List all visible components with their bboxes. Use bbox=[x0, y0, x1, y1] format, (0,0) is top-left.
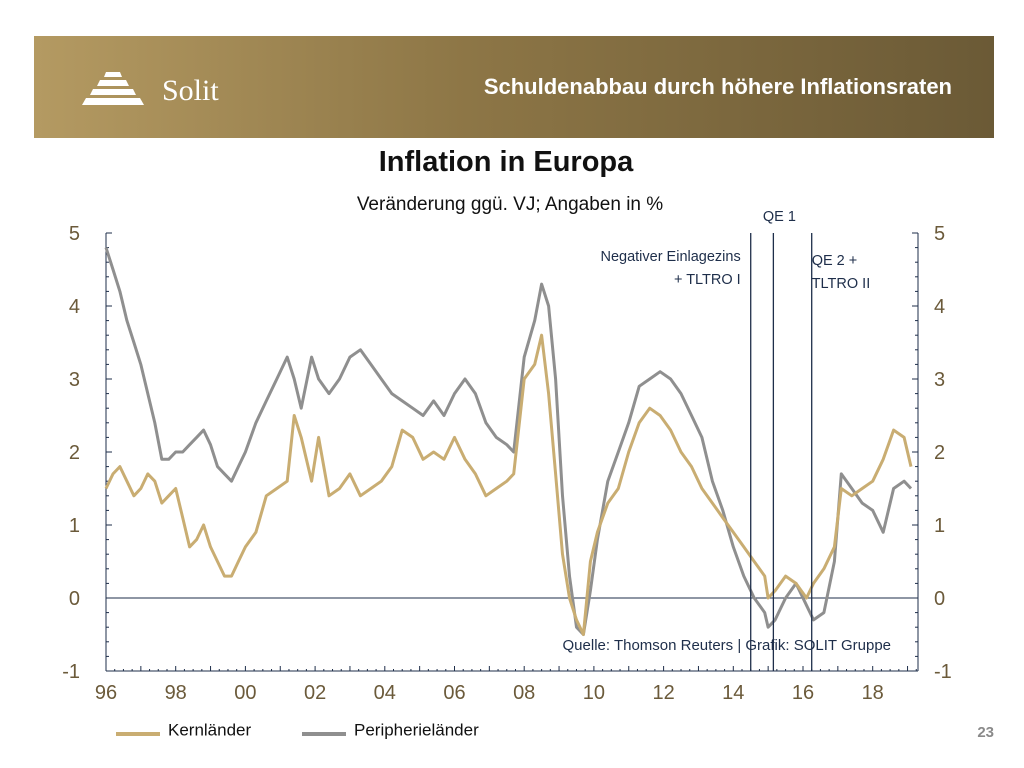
y-tick-label-right: 3 bbox=[934, 369, 945, 391]
y-tick-label-right: 0 bbox=[934, 588, 945, 610]
y-tick-label-right: 5 bbox=[934, 223, 945, 245]
series-line-peripherielaender bbox=[104, 247, 913, 636]
pyramid-logo-icon bbox=[82, 72, 144, 105]
y-tick-label-left: 3 bbox=[69, 369, 80, 391]
legend-label-kernlaender: Kernländer bbox=[168, 721, 252, 740]
event-label: QE 1 bbox=[763, 209, 796, 225]
source-note: Quelle: Thomson Reuters | Grafik: SOLIT … bbox=[563, 637, 891, 654]
y-tick-label-left: 1 bbox=[69, 515, 80, 537]
event-label: + TLTRO I bbox=[674, 272, 741, 288]
x-tick-label: 02 bbox=[304, 682, 326, 704]
y-tick-label-left: 4 bbox=[69, 296, 80, 318]
x-tick-label: 96 bbox=[95, 682, 117, 704]
y-tick-label-left: 0 bbox=[69, 588, 80, 610]
event-label: QE 2 + bbox=[812, 253, 858, 269]
y-tick-label-left: 5 bbox=[69, 223, 80, 245]
event-label: TLTRO II bbox=[812, 276, 871, 292]
banner-title: Schuldenabbau durch höhere Inflationsrat… bbox=[483, 74, 952, 99]
x-tick-label: 08 bbox=[513, 682, 535, 704]
x-tick-label: 18 bbox=[862, 682, 884, 704]
y-tick-label-right: 2 bbox=[934, 442, 945, 464]
series-line-kernlaender bbox=[104, 333, 913, 636]
chart-subtitle: Veränderung ggü. VJ; Angaben in % bbox=[356, 194, 664, 215]
x-tick-label: 00 bbox=[234, 682, 256, 704]
y-tick-label-left: -1 bbox=[62, 661, 80, 683]
y-tick-label-right: 4 bbox=[934, 296, 945, 318]
header-banner: Solit Schuldenabbau durch höhere Inflati… bbox=[34, 36, 994, 138]
x-tick-label: 98 bbox=[165, 682, 187, 704]
y-tick-label-right: 1 bbox=[934, 515, 945, 537]
y-tick-label-right: -1 bbox=[934, 661, 952, 683]
x-tick-label: 12 bbox=[652, 682, 674, 704]
x-tick-label: 10 bbox=[583, 682, 605, 704]
x-tick-label: 06 bbox=[443, 682, 465, 704]
legend-label-peripherielaender: Peripherieländer bbox=[354, 721, 479, 740]
x-tick-label: 14 bbox=[722, 682, 744, 704]
y-tick-label-left: 2 bbox=[69, 442, 80, 464]
x-tick-label: 04 bbox=[374, 682, 396, 704]
page-number: 23 bbox=[977, 724, 994, 741]
event-label: Negativer Einlagezins bbox=[600, 249, 740, 265]
x-tick-label: 16 bbox=[792, 682, 814, 704]
chart-title: Inflation in Europa bbox=[378, 146, 634, 178]
logo-text: Solit bbox=[162, 74, 219, 107]
